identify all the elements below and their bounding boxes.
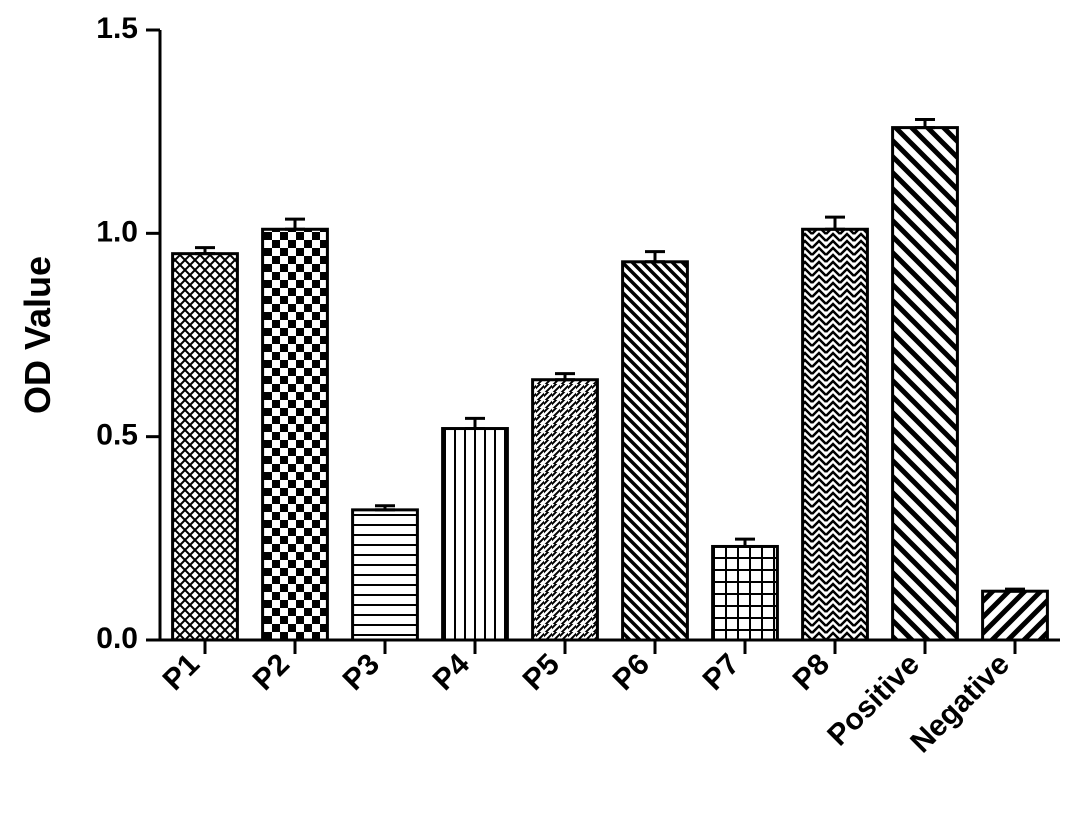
x-category-label: P7: [697, 648, 746, 697]
od-value-bar-chart: 0.00.51.01.5OD ValueP1P2P3P4P5P6P7P8Posi…: [0, 0, 1074, 835]
y-axis-title: OD Value: [17, 256, 58, 414]
bar-negative: [983, 589, 1048, 640]
x-category-label: P6: [607, 648, 656, 697]
bar-p8: [803, 217, 868, 640]
x-category-label: Negative: [904, 648, 1016, 760]
x-category-label: P4: [427, 647, 477, 697]
bar-p6: [623, 252, 688, 640]
bar-p4: [443, 418, 508, 640]
x-category-label: P8: [787, 648, 836, 697]
y-tick-label: 1.0: [96, 215, 138, 248]
bar-positive: [893, 119, 958, 640]
y-tick-label: 1.5: [96, 12, 138, 45]
x-category-label: P5: [517, 648, 566, 697]
bar-p3: [353, 506, 418, 640]
bar-p1: [173, 248, 238, 640]
y-tick-label: 0.5: [96, 419, 138, 452]
x-category-label: P2: [247, 648, 296, 697]
y-tick-label: 0.0: [96, 622, 138, 655]
bar-p2: [263, 219, 328, 640]
x-category-label: P1: [157, 648, 206, 697]
bar-p7: [713, 539, 778, 640]
bar-p5: [533, 374, 598, 640]
x-category-label: P3: [337, 648, 386, 697]
